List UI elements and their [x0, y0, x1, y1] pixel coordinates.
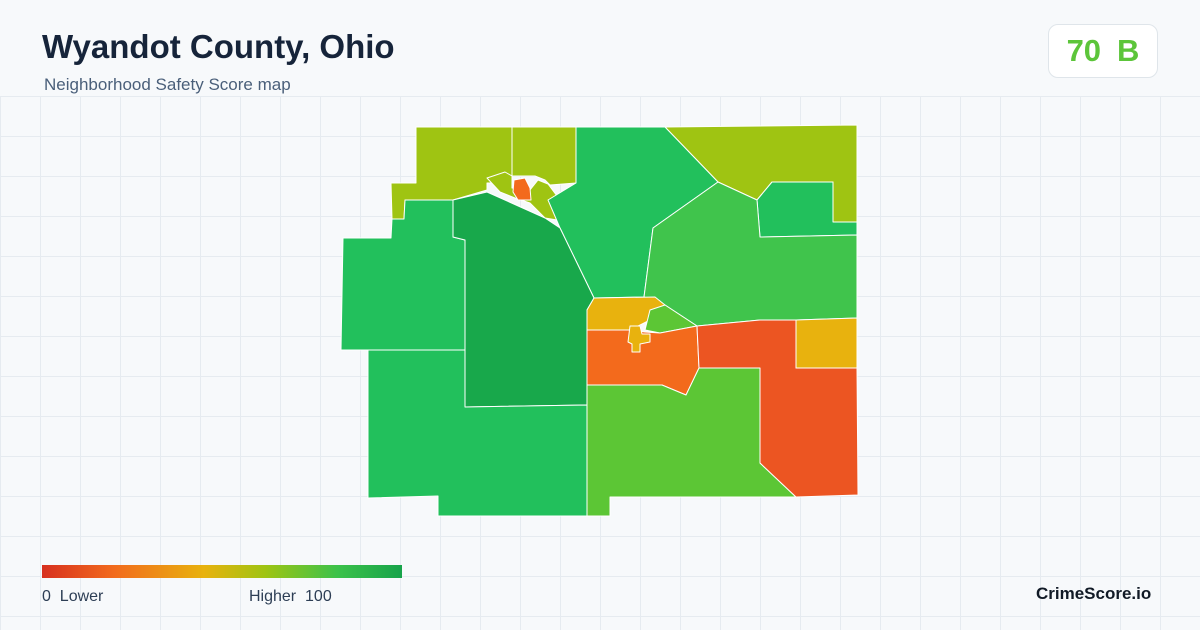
region-village-center[interactable]	[512, 177, 532, 201]
region-town-north[interactable]	[586, 296, 666, 331]
legend-gradient-bar	[42, 565, 402, 578]
score-value: 70	[1066, 33, 1102, 68]
region-north-central[interactable]	[511, 126, 581, 186]
score-badge: 70 B	[1048, 24, 1158, 78]
region-east-red[interactable]	[696, 319, 859, 498]
legend-low-label: 0 Lower	[42, 588, 104, 605]
region-east-yellow[interactable]	[795, 317, 858, 369]
region-town-cells[interactable]	[627, 325, 651, 353]
legend-high-label: Higher 100	[249, 588, 332, 605]
page-subtitle: Neighborhood Safety Score map	[44, 75, 291, 94]
brand-logo-text: CrimeScore.io	[1036, 584, 1152, 603]
page-title: Wyandot County, Ohio	[42, 28, 395, 65]
score-grade: B	[1117, 33, 1140, 68]
region-southwest[interactable]	[340, 349, 588, 517]
region-west[interactable]	[340, 199, 466, 351]
